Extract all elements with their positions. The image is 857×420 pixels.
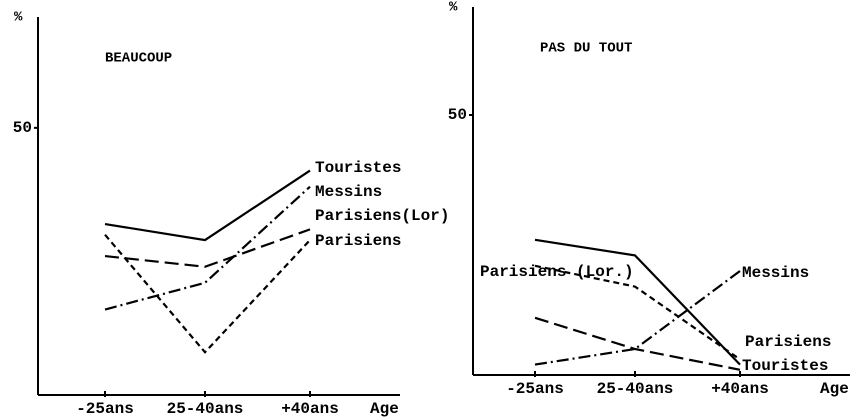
series-line — [104, 234, 311, 354]
y-axis-label: % — [14, 10, 23, 26]
y-tick-label: 50 — [448, 106, 467, 124]
y-tick-label: 50 — [13, 119, 32, 137]
series-label: Parisiens(Lor) — [315, 207, 449, 225]
series-label: Parisiens — [745, 333, 831, 351]
x-tick-label: -25ans — [76, 400, 134, 418]
x-axis-label: Age — [370, 400, 399, 418]
y-axis-label: % — [449, 0, 458, 16]
series-line — [534, 238, 741, 366]
series-label: Touristes — [742, 357, 828, 375]
chart-title: PAS DU TOUT — [540, 41, 632, 57]
x-tick-label: +40ans — [711, 380, 769, 398]
series-label: Messins — [742, 264, 809, 282]
x-tick-label: 25-40ans — [597, 380, 674, 398]
x-tick-label: 25-40ans — [167, 400, 244, 418]
x-tick-label: -25ans — [506, 380, 564, 398]
series-label: Messins — [315, 183, 382, 201]
x-axis-label: Age — [820, 380, 849, 398]
series-line — [104, 169, 311, 242]
series-line — [104, 228, 311, 268]
x-tick-label: +40ans — [281, 400, 339, 418]
series-label: Parisiens — [315, 232, 401, 250]
series-line — [534, 316, 741, 371]
series-label: Touristes — [315, 159, 401, 177]
series-line — [534, 270, 741, 366]
series-label: Parisiens (Lor.) — [480, 263, 634, 281]
series-line — [534, 264, 741, 361]
chart-title: BEAUCOUP — [105, 51, 172, 67]
series-line — [104, 185, 311, 311]
